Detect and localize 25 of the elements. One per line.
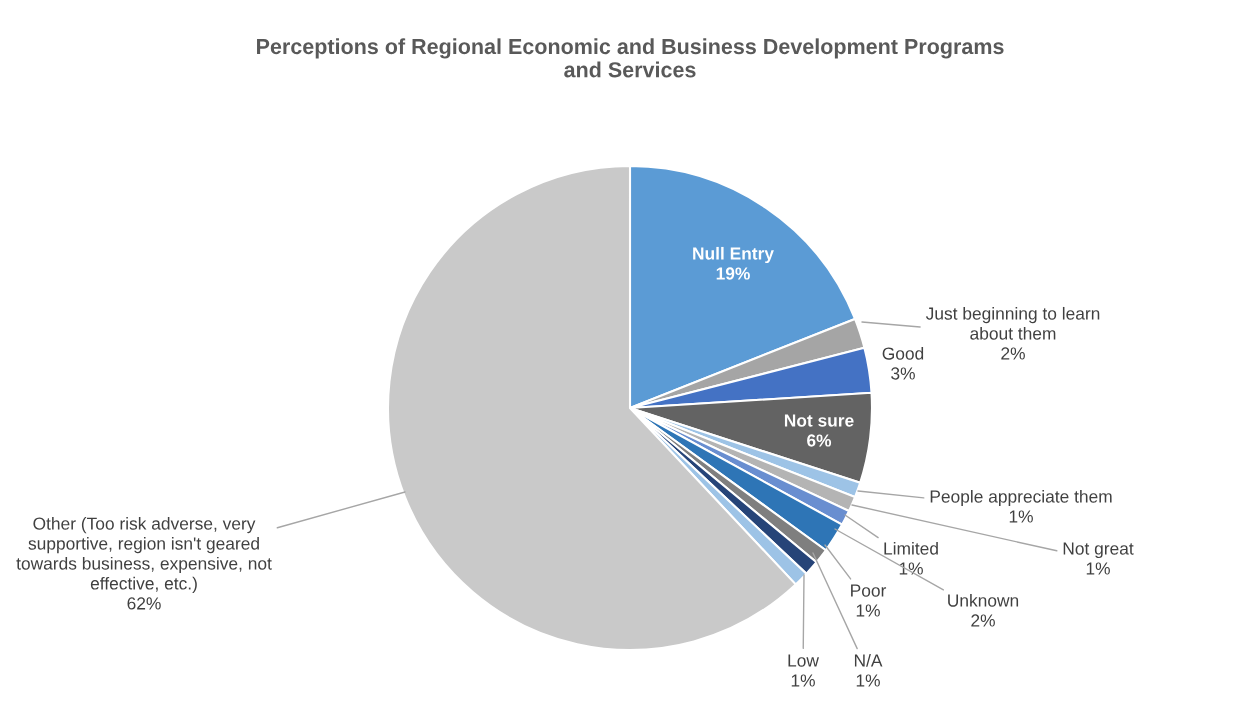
- slice-label: Good: [882, 346, 924, 360]
- slice-label: N/A: [854, 653, 883, 667]
- chart-title: Perceptions of Regional Economic and Business Development Programs and Services: [257, 38, 1004, 78]
- slice-label: Other (Too risk adverse, very supportive, region isn't geared towards business, expensive, not effective, etc.): [16, 516, 272, 594]
- data-label: 2%: [971, 614, 995, 627]
- slice-label: Not great: [1063, 542, 1134, 559]
- data-label: 3%: [891, 367, 915, 380]
- data-label: 62%: [127, 597, 161, 610]
- data-label: 1%: [791, 674, 815, 687]
- slice-label: Just beginning to learn about them: [925, 306, 1100, 340]
- data-label: 1%: [1009, 510, 1033, 523]
- data-label: 1%: [899, 562, 923, 575]
- slice-label: Not sure: [784, 414, 854, 427]
- data-label: 19%: [716, 267, 750, 280]
- slice-label: Null Entry: [693, 246, 774, 264]
- slice-label: People appreciate them: [930, 489, 1112, 507]
- slice-label: Limited: [884, 541, 938, 555]
- data-label: 1%: [856, 604, 880, 617]
- data-label: 6%: [807, 434, 832, 447]
- slice-label: Low: [788, 654, 819, 667]
- slice-label: Poor: [851, 584, 887, 597]
- data-label: 1%: [856, 674, 880, 687]
- slice-label: Unknown: [948, 593, 1019, 607]
- data-label: 1%: [1086, 562, 1110, 575]
- data-label: 2%: [1001, 347, 1025, 360]
